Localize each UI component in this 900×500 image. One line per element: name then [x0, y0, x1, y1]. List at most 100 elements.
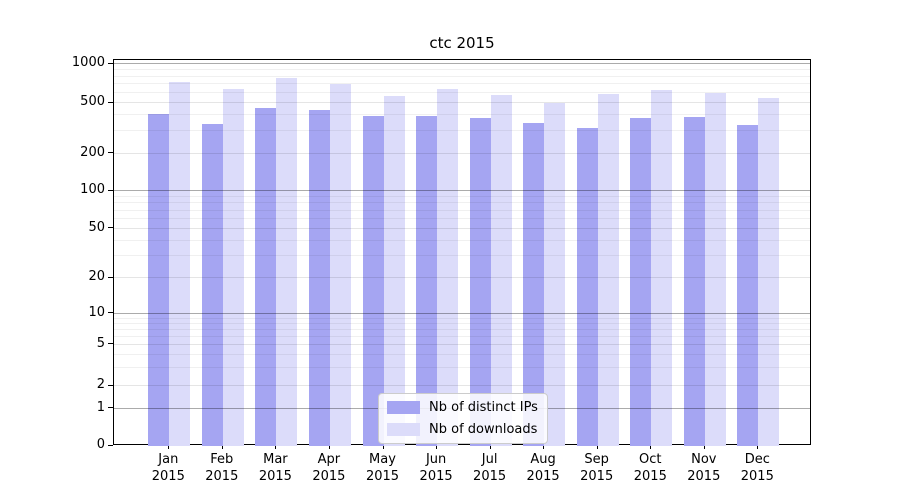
gridline-100: [114, 190, 810, 191]
x-tick-mark: [757, 445, 759, 449]
bar-jul-distinct-ips: [469, 118, 491, 446]
bar-jul-downloads: [490, 95, 512, 446]
x-tick-label: Feb 2015: [205, 452, 239, 484]
y-tick-label: 2: [96, 377, 105, 392]
y-tick-mark: [108, 101, 113, 103]
gridline-900: [114, 68, 810, 70]
bar-sep-downloads: [597, 93, 619, 446]
bar-nov-downloads: [704, 93, 726, 446]
gridline-400: [114, 114, 810, 116]
x-tick-mark: [436, 445, 438, 449]
gridline-5: [114, 344, 810, 345]
y-tick-label: 1: [96, 399, 105, 415]
y-tick-mark: [108, 62, 113, 64]
bar-may-distinct-ips: [362, 116, 384, 446]
gridline-7: [114, 328, 810, 330]
gridline-9: [114, 317, 810, 319]
x-tick-mark: [650, 445, 652, 449]
gridline-70: [114, 209, 810, 211]
x-tick-label: Aug 2015: [526, 452, 560, 484]
bar-jan-downloads: [169, 81, 191, 446]
y-tick-mark: [108, 444, 113, 446]
x-tick-mark: [703, 445, 705, 449]
bar-jun-distinct-ips: [416, 116, 438, 446]
y-tick-label: 1000: [71, 55, 105, 70]
gridline-4: [114, 354, 810, 355]
bar-oct-downloads: [651, 90, 673, 446]
x-tick-label: Apr 2015: [312, 452, 346, 484]
gridline-10: [114, 313, 810, 314]
y-tick-mark: [108, 407, 113, 409]
y-tick-mark: [108, 276, 113, 278]
x-tick-mark: [275, 445, 277, 449]
gridline-6: [114, 335, 810, 337]
gridline-50: [114, 228, 810, 229]
x-tick-mark: [221, 445, 223, 449]
gridline-80: [114, 202, 810, 204]
y-tick-mark: [108, 384, 113, 386]
y-tick-label: 200: [80, 144, 105, 160]
x-tick-label: Mar 2015: [258, 452, 292, 484]
bar-mar-distinct-ips: [255, 107, 277, 446]
legend: Nb of distinct IPs Nb of downloads: [378, 393, 548, 444]
x-tick-mark: [382, 445, 384, 449]
legend-swatch-distinct-ips: [387, 401, 420, 414]
gridline-30: [114, 255, 810, 257]
bar-feb-downloads: [222, 88, 244, 446]
x-tick-label: Nov 2015: [687, 452, 721, 484]
gridline-500: [114, 102, 810, 103]
bar-dec-downloads: [758, 98, 780, 446]
x-tick-label: May 2015: [365, 452, 400, 484]
gridline-8: [114, 323, 810, 324]
chart-title: ctc 2015: [429, 34, 495, 52]
y-tick-mark: [108, 343, 113, 345]
gridline-300: [114, 130, 810, 132]
gridline-700: [114, 83, 810, 85]
x-tick-mark: [328, 445, 330, 449]
bar-aug-downloads: [544, 103, 566, 446]
gridline-800: [114, 75, 810, 77]
gridline-200: [114, 153, 810, 154]
bar-feb-distinct-ips: [201, 123, 223, 446]
plot-area: Nb of distinct IPs Nb of downloads: [113, 59, 811, 446]
bar-may-downloads: [383, 95, 405, 446]
y-tick-label: 0: [96, 437, 105, 452]
y-tick-label: 500: [80, 94, 105, 109]
y-tick-mark: [108, 152, 113, 154]
y-tick-label: 20: [88, 269, 105, 284]
bar-nov-distinct-ips: [683, 116, 705, 446]
bar-aug-distinct-ips: [523, 122, 545, 446]
bar-sep-distinct-ips: [576, 127, 598, 446]
legend-item-downloads: Nb of downloads: [387, 422, 538, 437]
bar-apr-distinct-ips: [308, 110, 330, 446]
bar-apr-downloads: [329, 84, 351, 446]
legend-swatch-downloads: [387, 423, 420, 436]
gridline-1000: [114, 63, 810, 64]
x-tick-label: Oct 2015: [633, 452, 667, 484]
y-tick-label: 10: [88, 304, 105, 320]
x-tick-label: Sep 2015: [580, 452, 614, 484]
gridline-3: [114, 366, 810, 368]
x-tick-label: Jul 2015: [473, 452, 507, 484]
x-tick-mark: [543, 445, 545, 449]
legend-item-distinct-ips: Nb of distinct IPs: [387, 400, 538, 415]
y-tick-mark: [108, 312, 113, 314]
x-tick-label: Jun 2015: [419, 452, 453, 484]
legend-label-distinct-ips: Nb of distinct IPs: [429, 400, 538, 415]
gridline-600: [114, 91, 810, 93]
bar-oct-distinct-ips: [630, 118, 652, 446]
gridline-90: [114, 195, 810, 197]
x-tick-mark: [489, 445, 491, 449]
legend-label-downloads: Nb of downloads: [429, 422, 538, 437]
y-tick-mark: [108, 189, 113, 191]
gridline-2: [114, 385, 810, 386]
x-tick-mark: [596, 445, 598, 449]
gridline-40: [114, 239, 810, 241]
y-tick-label: 50: [88, 219, 105, 235]
bar-jun-downloads: [437, 89, 459, 446]
gridline-20: [114, 277, 810, 278]
bar-dec-distinct-ips: [737, 125, 759, 446]
gridline-60: [114, 218, 810, 219]
bar-mar-downloads: [276, 78, 298, 446]
